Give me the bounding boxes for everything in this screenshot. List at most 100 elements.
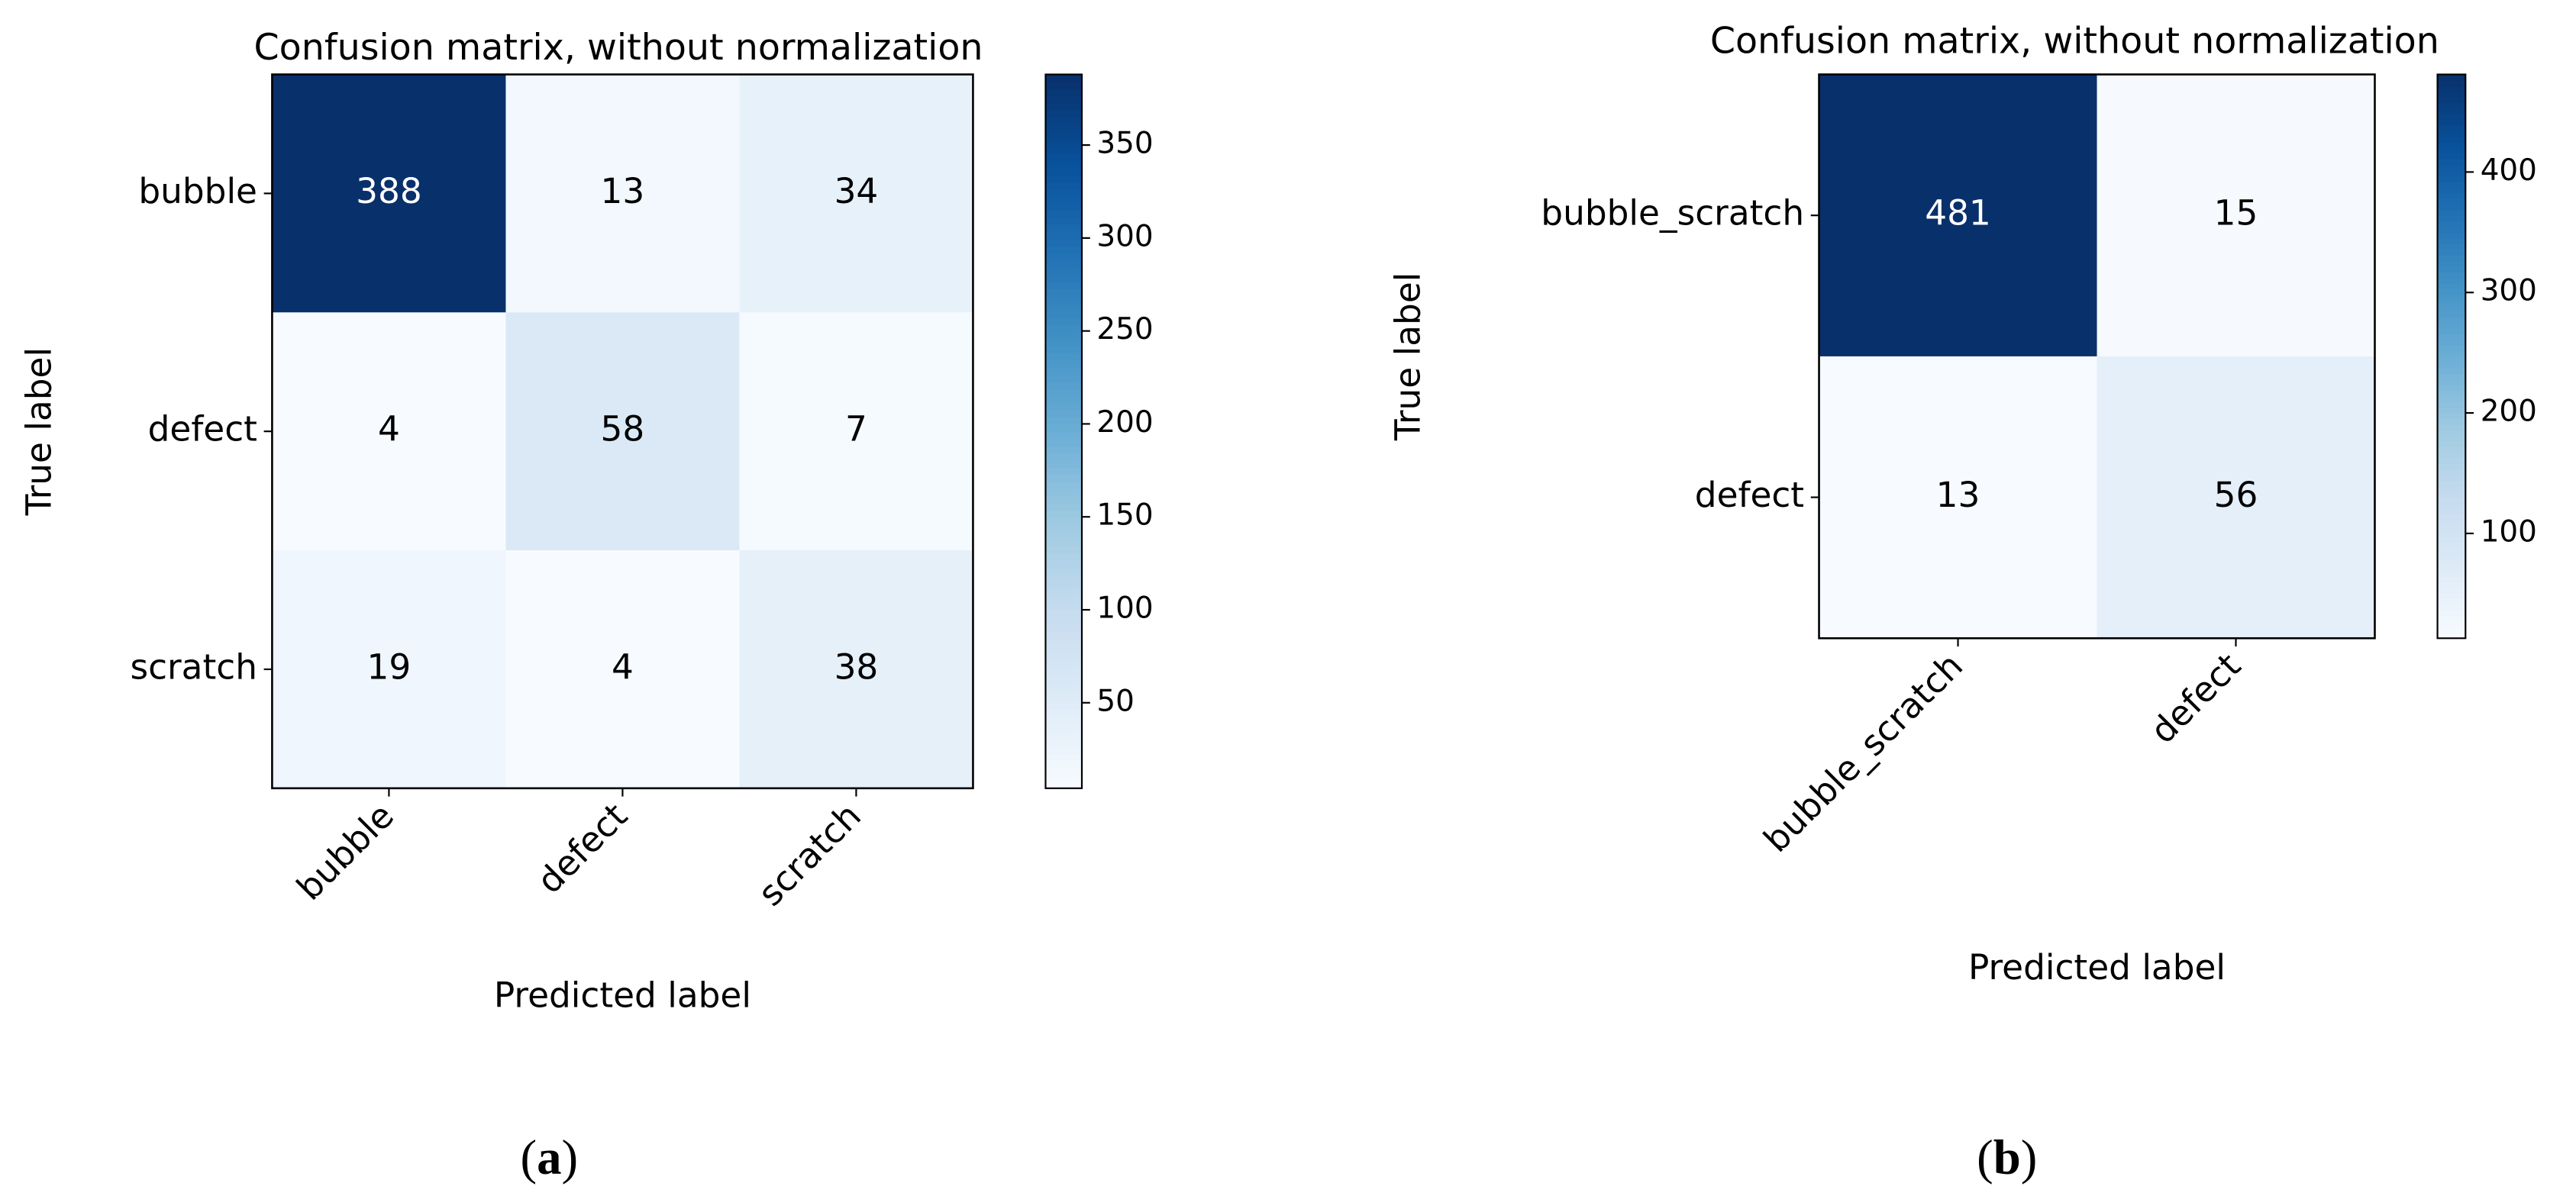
colorbar-segment [1045, 481, 1082, 489]
colorbar-segment [2437, 598, 2466, 605]
colorbar-segment [1045, 674, 1082, 682]
colorbar-segment [1045, 559, 1082, 568]
colorbar-segment [1045, 445, 1082, 454]
x-tick-label: defect [2142, 646, 2248, 752]
colorbar-segment [2437, 209, 2466, 217]
colorbar-segment [2437, 570, 2466, 577]
caption-part: a [537, 1130, 561, 1185]
y-tick-label: defect [148, 409, 257, 450]
colorbar-segment [1045, 174, 1082, 182]
colorbar-segment [1045, 638, 1082, 646]
heatmap-cell [505, 550, 741, 789]
colorbar-segment [2437, 530, 2466, 538]
colorbar-segment [1045, 681, 1082, 689]
colorbar-segment [1045, 531, 1082, 540]
colorbar-segment [2437, 492, 2466, 498]
heatmap-cell [505, 74, 741, 314]
colorbar-segment [1045, 495, 1082, 504]
colorbar-segment [2437, 424, 2466, 430]
colorbar-segment [1045, 138, 1082, 147]
x-tick-label: scratch [751, 795, 869, 914]
y-tick-label: bubble [138, 171, 257, 211]
colorbar-segment [2437, 440, 2466, 447]
colorbar-segment [1045, 524, 1082, 532]
caption-part: b [1993, 1130, 2021, 1185]
colorbar-segment [1045, 702, 1082, 711]
colorbar-segment [2437, 260, 2466, 267]
cell-value: 388 [356, 171, 422, 211]
colorbar-segment [1045, 574, 1082, 582]
cell-value: 19 [367, 646, 412, 687]
colorbar-segment [2437, 373, 2466, 380]
colorbar-segment [2437, 508, 2466, 515]
colorbar-segment [1045, 217, 1082, 225]
colorbar-segment [2437, 514, 2466, 521]
colorbar-segment [1045, 474, 1082, 482]
colorbar-segment [2437, 164, 2466, 171]
colorbar-segment [1045, 545, 1082, 554]
colorbar-segment [2437, 537, 2466, 543]
colorbar-segment [1045, 202, 1082, 211]
colorbar-segment [2437, 525, 2466, 532]
colorbar-segment [1045, 709, 1082, 718]
colorbar-segment [1045, 324, 1082, 333]
caption-part: ( [1977, 1130, 1993, 1185]
y-tick-label: scratch [130, 646, 257, 687]
colorbar-segment [1045, 466, 1082, 475]
colorbar-segment [1045, 410, 1082, 418]
colorbar-segment [1045, 602, 1082, 611]
cell-value: 13 [1936, 475, 1980, 515]
y-axis-label: True label [1387, 272, 1428, 441]
colorbar-segment [1045, 181, 1082, 190]
colorbar-segment [2437, 249, 2466, 256]
colorbar-segment [2437, 119, 2466, 126]
colorbar-segment [1045, 553, 1082, 561]
colorbar-tick-label: 200 [2481, 395, 2537, 429]
colorbar-segment [1045, 653, 1082, 661]
colorbar-segment [1045, 738, 1082, 746]
colorbar-tick-label: 300 [1096, 219, 1153, 253]
colorbar-segment [2437, 553, 2466, 560]
colorbar-segment [1045, 259, 1082, 268]
colorbar-tick-label: 200 [1096, 405, 1153, 440]
x-tick-label: bubble_scratch [1756, 646, 1971, 860]
colorbar-segment [2437, 452, 2466, 459]
colorbar-segment [1045, 74, 1082, 82]
colorbar-segment [2437, 136, 2466, 143]
colorbar-segment [1045, 110, 1082, 118]
y-axis-label: True label [19, 347, 60, 516]
colorbar-segment [1045, 81, 1082, 90]
colorbar-segment [1045, 160, 1082, 168]
colorbar-segment [1045, 124, 1082, 133]
colorbar-segment [2437, 593, 2466, 600]
x-tick-label: defect [529, 795, 635, 901]
colorbar-segment [2437, 232, 2466, 239]
colorbar-segment [2437, 621, 2466, 628]
y-tick-label: bubble_scratch [1541, 193, 1804, 234]
x-axis-label: Predicted label [494, 975, 751, 1016]
colorbar-segment [1045, 517, 1082, 525]
colorbar-segment [2437, 475, 2466, 482]
colorbar-segment [1045, 102, 1082, 111]
colorbar-segment [2437, 221, 2466, 227]
caption-part: ) [2021, 1130, 2038, 1185]
colorbar-segment [2437, 327, 2466, 335]
colorbar-segment [1045, 766, 1082, 775]
chart-title: Confusion matrix, without normalization [253, 27, 983, 69]
heatmap-cell [505, 312, 741, 552]
colorbar-segment [2437, 502, 2466, 510]
colorbar-segment [2437, 615, 2466, 622]
colorbar-segment [2437, 565, 2466, 572]
plot-frame [1818, 73, 2376, 640]
caption-part: ( [521, 1130, 537, 1185]
colorbar-segment [2437, 582, 2466, 588]
colorbar-segment [1045, 238, 1082, 247]
colorbar-segment [1045, 417, 1082, 425]
colorbar-segment [2437, 395, 2466, 402]
colorbar-segment [2437, 497, 2466, 504]
colorbar-segment [1045, 338, 1082, 346]
colorbar-segment [1045, 381, 1082, 389]
confusion-matrix: Confusion matrix, without normalization 4… [1387, 20, 2537, 1185]
colorbar-segment [1045, 781, 1082, 789]
cell-value: 15 [2214, 193, 2258, 234]
